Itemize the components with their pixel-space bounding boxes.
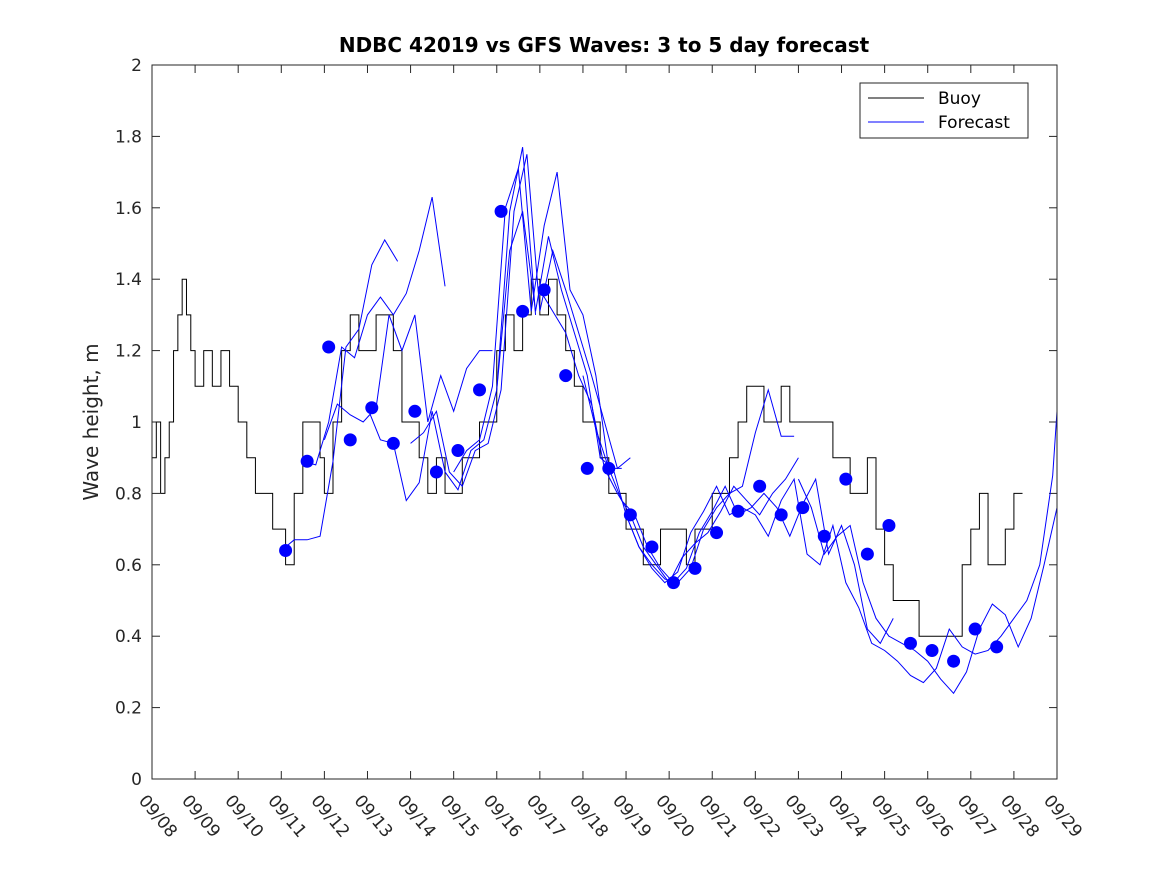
forecast-line xyxy=(453,168,622,473)
forecast-marker xyxy=(343,433,357,447)
y-tick-label: 1.6 xyxy=(115,199,142,219)
forecast-marker xyxy=(753,479,767,493)
y-tick-labels: 0 0.2 0.4 0.6 0.8 1 1.2 1.4 1.6 1.8 2 xyxy=(115,56,142,790)
forecast-line xyxy=(323,314,493,441)
forecast-marker xyxy=(322,340,336,354)
forecast-marker xyxy=(451,444,465,458)
x-tick-label: 09/21 xyxy=(694,791,741,841)
y-tick-label: 0 xyxy=(131,770,142,790)
forecast-line xyxy=(367,147,537,502)
forecast-marker xyxy=(279,544,293,558)
forecast-marker xyxy=(494,204,508,218)
x-tick-label: 09/26 xyxy=(910,791,957,841)
forecast-marker xyxy=(559,369,573,383)
forecast-marker xyxy=(386,436,400,450)
forecast-marker xyxy=(473,383,487,397)
x-tick-labels: 09/0809/0909/1009/1109/1209/1309/1409/15… xyxy=(134,791,1086,841)
forecast-marker xyxy=(537,283,551,297)
buoy-line xyxy=(152,278,1023,637)
forecast-layer xyxy=(280,147,1058,695)
forecast-marker xyxy=(429,465,443,479)
forecast-marker xyxy=(925,643,939,657)
forecast-marker xyxy=(839,472,853,486)
x-tick-label: 09/27 xyxy=(953,791,1000,841)
forecast-marker xyxy=(882,519,896,533)
forecast-line xyxy=(496,211,795,584)
forecast-marker xyxy=(860,547,874,561)
y-tick-label: 0.2 xyxy=(115,699,142,719)
forecast-marker xyxy=(408,404,422,418)
y-tick-label: 1 xyxy=(131,413,142,433)
forecast-marker xyxy=(947,654,961,668)
x-tick-label: 09/19 xyxy=(608,791,655,841)
x-tick-label: 09/18 xyxy=(565,791,612,841)
plot-frame xyxy=(151,64,1058,780)
forecast-line xyxy=(280,238,399,551)
forecast-marker xyxy=(688,561,702,575)
chart-title: NDBC 42019 vs GFS Waves: 3 to 5 day fore… xyxy=(339,33,870,57)
y-tick-label: 1.8 xyxy=(115,127,142,147)
x-tick-label: 09/28 xyxy=(996,791,1043,841)
x-tick-label: 09/11 xyxy=(263,791,310,841)
x-tick-label: 09/29 xyxy=(1039,791,1086,841)
x-tick-label: 09/08 xyxy=(134,791,181,841)
y-tick-label: 0.6 xyxy=(115,556,142,576)
forecast-line xyxy=(302,196,446,466)
forecast-marker xyxy=(365,401,379,415)
x-tick-label: 09/25 xyxy=(867,791,914,841)
forecast-marker xyxy=(968,622,982,636)
forecast-marker xyxy=(300,454,314,468)
x-tick-label: 09/17 xyxy=(522,791,569,841)
x-tick-label: 09/15 xyxy=(436,791,483,841)
x-tick-label: 09/14 xyxy=(393,791,440,841)
forecast-marker xyxy=(990,640,1004,654)
legend-forecast-label: Forecast xyxy=(938,113,1010,133)
forecast-marker xyxy=(731,504,745,518)
x-tick-label: 09/16 xyxy=(479,791,526,841)
legend-box xyxy=(859,82,1029,139)
x-tick-label: 09/13 xyxy=(350,791,397,841)
forecast-marker xyxy=(602,461,616,475)
forecast-marker xyxy=(796,501,810,515)
forecast-marker xyxy=(580,461,594,475)
y-tick-label: 0.4 xyxy=(115,627,142,647)
y-tick-label: 0.8 xyxy=(115,484,142,504)
buoy-layer xyxy=(152,278,1023,637)
forecast-marker xyxy=(666,576,680,590)
forecast-marker xyxy=(516,304,530,318)
x-tick-label: 09/09 xyxy=(177,791,224,841)
x-tick-label: 09/20 xyxy=(651,791,698,841)
x-tick-label: 09/12 xyxy=(307,791,354,841)
forecast-line xyxy=(410,154,631,488)
y-axis-label: Wave height, m xyxy=(79,343,103,500)
y-tick-label: 1.4 xyxy=(115,270,142,290)
x-tick-label: 09/23 xyxy=(781,791,828,841)
forecast-marker xyxy=(774,508,788,522)
legend-buoy-label: Buoy xyxy=(938,89,981,109)
x-tick-label: 09/22 xyxy=(738,791,785,841)
forecast-line xyxy=(797,478,1058,695)
x-tick-label: 09/10 xyxy=(220,791,267,841)
forecast-marker xyxy=(903,636,917,650)
forecast-marker xyxy=(645,540,659,554)
forecast-marker xyxy=(623,508,637,522)
y-tick-label: 1.2 xyxy=(115,342,142,362)
forecast-markers xyxy=(279,204,1004,668)
legend: Buoy Forecast xyxy=(859,82,1029,139)
forecast-marker xyxy=(710,526,724,540)
forecast-marker xyxy=(817,529,831,543)
x-tick-label: 09/24 xyxy=(824,791,871,841)
y-tick-label: 2 xyxy=(131,56,142,76)
